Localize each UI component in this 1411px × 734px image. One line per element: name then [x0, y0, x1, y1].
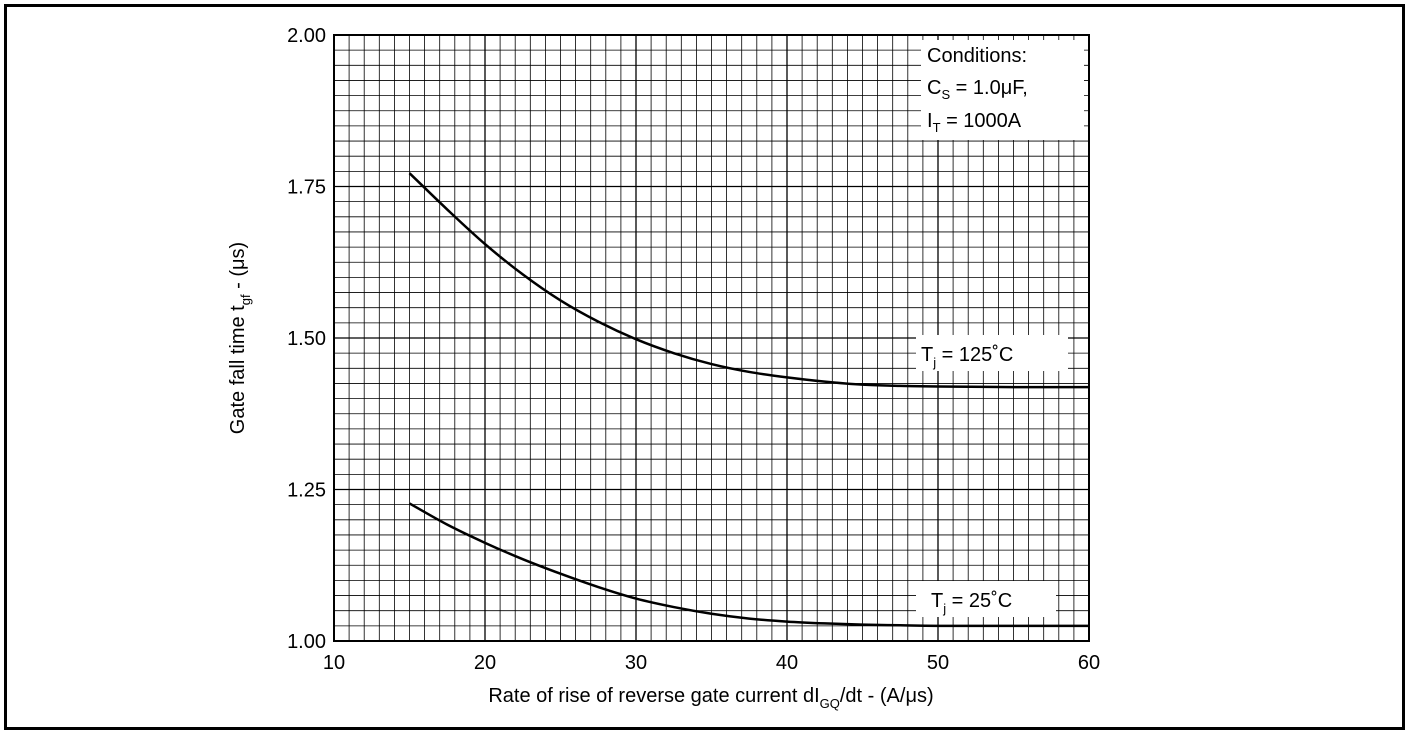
series-label-125-bg — [916, 335, 1068, 371]
x-tick-label: 60 — [1078, 652, 1100, 674]
y-tick-label: 1.00 — [287, 631, 326, 653]
series-label-125: Tj = 125˚C — [916, 335, 1068, 371]
y-axis-label: Gate fall time tgf - (μs) — [227, 242, 253, 434]
conditions-box-bg — [921, 40, 1084, 140]
y-tick-label: 1.50 — [287, 328, 326, 350]
x-tick-label: 40 — [776, 652, 798, 674]
x-tick-label: 10 — [323, 652, 345, 674]
x-tick-label: 50 — [927, 652, 949, 674]
curves — [408, 172, 1090, 628]
chart-frame — [4, 4, 1405, 730]
x-axis-ticks: 10 20 30 40 50 60 — [323, 652, 1100, 674]
conditions-current: IT = 1000A — [927, 110, 1022, 135]
conditions-capacitance: CS = 1.0μF, — [927, 77, 1028, 102]
series-label-25-bg — [916, 581, 1056, 617]
curve-tj-25c — [408, 502, 1089, 628]
x-tick-label: 20 — [474, 652, 496, 674]
x-axis-label: Rate of rise of reverse gate current dIG… — [488, 685, 933, 711]
series-label-25: Tj = 25˚C — [916, 581, 1056, 617]
plot-area — [333, 34, 1090, 642]
conditions-box: Conditions: CS = 1.0μF, IT = 1000A — [921, 40, 1084, 140]
x-tick-label: 30 — [625, 652, 647, 674]
conditions-title: Conditions: — [927, 45, 1027, 67]
y-tick-label: 1.25 — [287, 480, 326, 502]
y-tick-label: 1.75 — [287, 177, 326, 199]
series-label-25-text: Tj = 25˚C — [931, 590, 1012, 616]
y-tick-label: 2.00 — [287, 25, 326, 47]
y-axis-ticks: 1.00 1.25 1.50 1.75 2.00 — [287, 25, 326, 653]
series-label-125-text: Tj = 125˚C — [921, 344, 1013, 370]
curve-tj-125c — [408, 172, 1090, 389]
